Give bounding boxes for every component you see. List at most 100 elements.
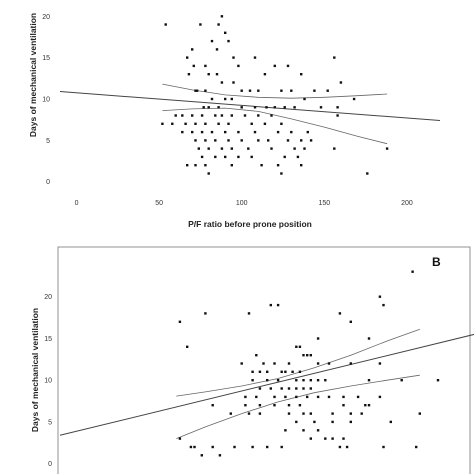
panel-b-data-point <box>309 387 312 390</box>
panel-b-data-point <box>349 362 352 365</box>
panel-b-data-point <box>302 354 305 357</box>
panel-b-regression-line <box>59 333 474 436</box>
panel-b-data-point <box>316 429 320 432</box>
panel-b-data-point <box>436 379 440 382</box>
panel-a-data-point <box>253 106 257 109</box>
panel-a-y-tick-label: 15 <box>42 55 50 62</box>
panel-b-data-point <box>378 395 382 399</box>
panel-a-x-tick-label: 50 <box>155 200 163 207</box>
panel-b-regression-lines <box>59 328 474 439</box>
panel-b-data-point <box>211 404 214 407</box>
panel-a-data-point <box>253 130 257 134</box>
panel-a-data-point <box>200 114 204 117</box>
panel-a-data-point <box>217 106 220 109</box>
panel-a-data-point <box>339 81 343 84</box>
panel-a-y-tick-label: 20 <box>42 14 50 21</box>
panel-a-data-point <box>243 114 247 117</box>
panel-b-data-point <box>338 445 342 449</box>
panel-b-data-point <box>273 395 276 399</box>
panel-a-data-point <box>290 130 293 134</box>
panel-b-data-point <box>302 379 305 382</box>
panel-b-data-point <box>342 404 345 407</box>
panel-b-data-point <box>309 354 312 357</box>
panel-a-data-point <box>220 81 224 84</box>
panel-a-data-point <box>280 122 283 125</box>
panel-b-data-point <box>306 354 309 357</box>
panel-a-ci-lower-curve <box>162 107 388 145</box>
panel-a-data-point <box>224 97 227 101</box>
panel-a-data-point <box>263 122 267 125</box>
panel-a-scatter-plot: Days of mechanical ventilation P/F ratio… <box>28 13 441 229</box>
panel-b-data-point <box>266 379 269 382</box>
panel-a-data-point <box>224 130 227 134</box>
panel-a-regression-line <box>59 91 441 122</box>
panel-a-data-point <box>293 106 296 109</box>
panel-a-data-point <box>207 172 210 175</box>
panel-b-data-point <box>280 445 283 449</box>
panel-b-data-point <box>229 412 232 415</box>
panel-a-data-point <box>214 139 217 142</box>
panel-b-data-point <box>349 420 352 424</box>
panel-b-data-point <box>200 454 203 457</box>
panel-a-data-point <box>230 97 233 101</box>
panel-b-ci-lower-curve <box>176 374 420 439</box>
panel-a-data-point <box>192 64 195 68</box>
panel-b-data-point <box>273 404 276 407</box>
panel-b-data-point <box>269 387 272 390</box>
panel-b-data-point <box>189 445 193 449</box>
panel-a-data-point <box>306 130 309 134</box>
panel-b-data-point <box>309 379 312 382</box>
panel-b-data-point <box>284 429 287 432</box>
panel-b-data-point <box>295 387 298 390</box>
panel-b-data-point <box>316 337 320 340</box>
panel-b-data-point <box>233 445 236 449</box>
panel-b-data-point <box>338 312 342 315</box>
panel-b-data-point <box>266 445 269 449</box>
panel-b-data-point <box>342 395 345 399</box>
panel-a-data-point <box>270 114 273 117</box>
panel-a-data-point <box>230 147 233 150</box>
panel-a-data-point <box>217 23 220 26</box>
panel-b-data-point <box>295 345 298 348</box>
panel-b-frame <box>57 246 471 474</box>
panel-b-data-point <box>276 303 280 307</box>
panel-a-x-tick-label: 150 <box>319 200 331 207</box>
panel-a-data-point <box>191 130 194 134</box>
panel-a-data-point <box>214 155 217 159</box>
panel-a-data-point <box>215 73 219 76</box>
panel-a-data-point <box>207 73 210 76</box>
panel-b-data-point <box>258 412 262 415</box>
panel-b-data-point <box>324 437 327 440</box>
panel-b-data-point <box>327 395 331 399</box>
panel-b-data-point <box>280 370 283 373</box>
panel-a-data-point <box>290 89 293 92</box>
panel-b-data-point <box>302 387 305 390</box>
panel-b-data-point <box>367 337 371 340</box>
panel-a-data-point <box>250 122 253 125</box>
panel-b-ci-upper-curve <box>176 328 420 397</box>
panel-b-data-point <box>298 345 302 348</box>
panel-a-data-point <box>200 155 204 159</box>
panel-a-data-point <box>194 164 197 167</box>
panel-a-data-point <box>171 122 174 125</box>
panel-a-data-point <box>207 106 210 109</box>
panel-b-data-point <box>276 379 280 382</box>
panel-b-letter: B <box>432 255 441 269</box>
panel-a-data-point <box>253 56 257 59</box>
panel-b-data-point <box>284 370 287 373</box>
panel-b-data-point <box>295 395 298 399</box>
panel-b-y-tick-label: 5 <box>48 419 52 426</box>
panel-a-data-point <box>224 155 227 159</box>
panel-a-data-point <box>276 130 280 134</box>
panel-b-data-point <box>273 362 276 365</box>
panel-b-data-point <box>302 412 305 415</box>
panel-b-data-point <box>287 412 291 415</box>
panel-b-data-point <box>247 312 251 315</box>
panel-b-data-point <box>255 395 258 399</box>
panel-a-data-point <box>257 114 260 117</box>
panel-a-data-point <box>230 114 233 117</box>
panel-a-data-point <box>260 164 263 167</box>
panel-a-data-point <box>336 114 339 117</box>
panel-b-data-point <box>418 412 421 415</box>
panel-a-data-point <box>220 114 224 117</box>
